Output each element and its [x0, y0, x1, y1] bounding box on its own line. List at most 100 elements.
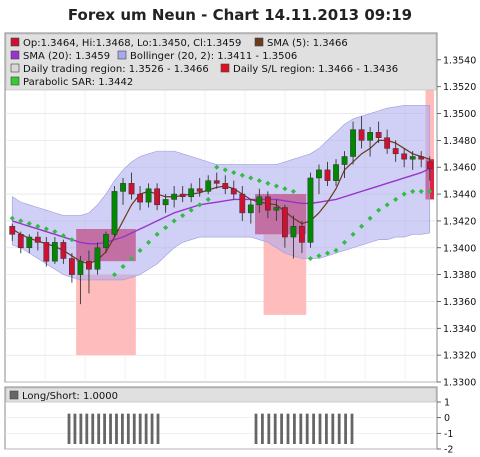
sar-dot: [163, 225, 169, 231]
lower-y-tick-label: 1: [444, 398, 450, 409]
sar-dot: [427, 188, 433, 194]
legend-swatch-sl-region: [220, 63, 230, 73]
sar-dot: [188, 207, 194, 213]
long-short-bar: [150, 413, 154, 444]
legend-label-sma20: SMA (20): 1.3459: [23, 51, 110, 62]
long-short-bar: [115, 413, 118, 444]
long-short-bar: [132, 413, 136, 444]
sar-dot: [205, 196, 211, 202]
candle-up: [350, 129, 356, 157]
long-short-bar: [305, 413, 309, 444]
long-short-bar: [261, 413, 264, 444]
sar-dot: [239, 172, 245, 178]
legend-box: [5, 33, 437, 91]
candle-down: [69, 258, 75, 275]
candle-down: [43, 242, 50, 262]
candle-up: [162, 199, 169, 206]
sar-dot: [418, 188, 424, 194]
candles: [9, 116, 433, 305]
y-tick-label: 1.3300: [443, 378, 476, 389]
sar-dot: [341, 239, 348, 245]
candle-up: [103, 234, 109, 249]
legend-swatch-sma20: [10, 50, 20, 60]
candle-up: [26, 236, 33, 249]
legend-label-ohlc: Op:1.3464, Hi:1.3468, Lo:1.3450, Cl:1.34…: [23, 38, 241, 49]
legend-swatch-sma5: [254, 37, 264, 47]
sar-dot: [69, 237, 75, 243]
y-tick-label: 1.3340: [443, 324, 476, 335]
y-tick-label: 1.3520: [443, 82, 476, 93]
long-short-bar: [267, 413, 271, 444]
candle-down: [418, 156, 425, 160]
long-short-bar: [318, 413, 322, 444]
candle-down: [426, 161, 433, 169]
y-tick-label: 1.3380: [443, 270, 476, 281]
y-tick-label: 1.3320: [443, 351, 476, 362]
candle-down: [392, 148, 399, 155]
long-short-bar: [109, 413, 112, 444]
sma20-line: [12, 167, 431, 245]
y-tick-label: 1.3420: [443, 216, 476, 227]
sar-dot: [231, 170, 237, 176]
candle-up: [409, 156, 416, 160]
legend-label-trading-region: Daily trading region: 1.3526 - 1.3466: [23, 64, 209, 75]
candle-down: [196, 188, 203, 192]
y-tick-label: 1.3540: [443, 55, 476, 66]
long-short-bar: [331, 413, 335, 444]
candle-up: [171, 193, 178, 200]
legend-swatch-ohlc: [10, 37, 20, 47]
candle-down: [401, 153, 408, 160]
sar-dot: [376, 207, 382, 213]
y-tick-label: 1.3400: [443, 243, 476, 254]
main-y-axis: 1.3300 1.3320 1.3340 1.3360 1.3380 1.3400 1.34…: [437, 55, 476, 389]
sar-dot: [222, 167, 228, 173]
long-short-bar: [254, 413, 258, 444]
lower-legend-box: [5, 387, 437, 403]
sar-dot: [171, 218, 177, 224]
long-short-bar: [126, 413, 130, 444]
sar-dot: [128, 255, 135, 262]
candle-up: [247, 204, 254, 214]
legend-swatch-bollinger: [117, 50, 127, 60]
legend-label-sar: Parabolic SAR: 1.3442: [23, 77, 133, 88]
candle-down: [17, 234, 24, 249]
sar-dot: [273, 183, 279, 189]
candle-down: [222, 183, 229, 189]
sar-dot: [180, 213, 186, 219]
legend-swatch-sar: [10, 76, 20, 86]
legend-swatch-trading-region: [10, 63, 20, 73]
candle-down: [9, 226, 16, 235]
sar-dot: [137, 247, 143, 253]
chart-title: Forex um Neun - Chart 14.11.2013 09:19: [68, 6, 412, 24]
candle-down: [299, 226, 305, 243]
candle-down: [179, 193, 186, 198]
candle-up: [341, 156, 348, 165]
candle-down: [239, 193, 246, 214]
legend-swatch-long-short: [9, 390, 19, 400]
candle-up: [145, 188, 152, 203]
long-short-bars: [67, 413, 354, 444]
candle-up: [111, 191, 118, 235]
long-short-bar: [79, 413, 83, 444]
candle-up: [94, 247, 101, 270]
candle-up: [77, 260, 84, 275]
candle-down: [324, 169, 331, 181]
long-short-bar: [121, 413, 124, 444]
candle-down: [60, 242, 67, 259]
candle-down: [375, 132, 382, 138]
legend-item-sma5: SMA (5): 1.3466: [254, 37, 348, 49]
long-short-bar: [91, 413, 95, 444]
long-short-bar: [325, 413, 328, 444]
legend-label-bollinger: Bollinger (20, 2): 1.3411 - 1.3506: [130, 51, 297, 62]
candle-up: [205, 180, 212, 192]
long-short-bar: [103, 413, 106, 444]
long-short-bar: [337, 413, 341, 444]
long-short-bar: [299, 413, 303, 444]
long-short-bar: [344, 413, 347, 444]
trading-region: [76, 274, 136, 356]
legend-label-long-short: Long/Short: 1.0000: [22, 391, 118, 402]
candle-down: [384, 137, 391, 149]
legend-item-sar: Parabolic SAR: 1.3442: [10, 76, 133, 88]
sar-dot: [307, 255, 314, 262]
